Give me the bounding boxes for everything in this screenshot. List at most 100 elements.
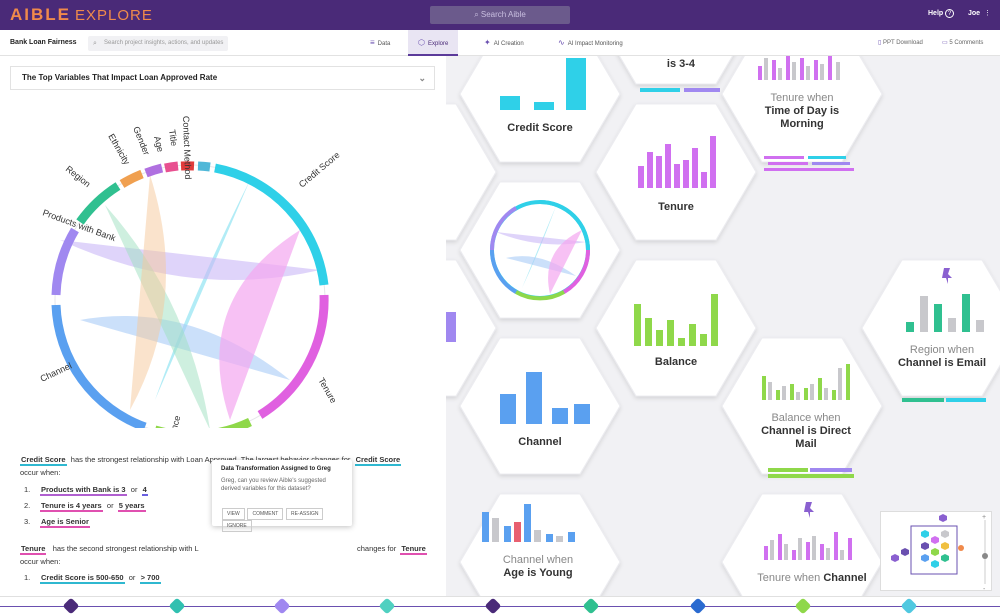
hex-title: Channel — [518, 436, 562, 448]
chord-label: Contact Method — [181, 116, 193, 180]
hex-subtitle: Channel when — [502, 554, 574, 566]
bar — [645, 318, 652, 346]
hex-subtitle: Region when — [909, 344, 975, 356]
ignore-button[interactable]: IGNORE — [222, 520, 252, 532]
hex-title: Tenure — [658, 201, 694, 213]
chord-label: Products with Bank — [41, 207, 117, 243]
list-item: 2. Tenure is 4 years or 5 years — [24, 499, 148, 512]
bar — [906, 322, 914, 332]
hex-title: is 3-4 — [666, 58, 696, 70]
global-search-input[interactable]: ⌕ Search Aible — [430, 6, 570, 24]
view-button[interactable]: VIEW — [222, 508, 245, 520]
timeline-node[interactable] — [582, 597, 600, 615]
minimap-viewport[interactable] — [910, 525, 958, 575]
reassign-button[interactable]: RE-ASSIGN — [285, 508, 324, 520]
legend-bar — [768, 162, 808, 165]
hexagon-map[interactable]: Credit Score Tenure Balance Channel Tenu… — [446, 56, 1000, 596]
timeline-node[interactable] — [900, 597, 918, 615]
timeline-node[interactable] — [378, 597, 396, 615]
condition-link[interactable]: Products with Bank is 3 — [40, 485, 127, 496]
bar — [838, 368, 842, 400]
chord-diagram[interactable]: Credit Score Tenure Balance Channel Prod… — [30, 108, 410, 428]
hex-tile-balance[interactable] — [595, 259, 757, 397]
tenure-link[interactable]: Tenure — [400, 544, 427, 555]
bar — [500, 394, 516, 424]
credit-score-link[interactable]: Credit Score — [354, 455, 402, 466]
tab-label: Data — [377, 41, 391, 47]
timeline-node[interactable] — [273, 597, 291, 615]
condition-link[interactable]: Tenure is 4 years — [40, 501, 103, 512]
tenure-bars — [638, 136, 716, 188]
zoom-in-icon[interactable]: + — [982, 514, 986, 521]
chord-mini — [489, 200, 591, 301]
tab-ai-impact-monitoring[interactable]: ∿ AI Impact Monitoring — [548, 30, 633, 56]
help-link[interactable]: Help — [928, 10, 944, 17]
hex-tile-chord-mini[interactable] — [459, 181, 621, 319]
bar — [846, 364, 850, 400]
user-name[interactable]: Joe — [968, 10, 981, 17]
tab-explore[interactable]: ⬡ Explore — [408, 30, 459, 56]
balance-bars — [634, 294, 718, 346]
logo[interactable]: AIBLE EXPLORE — [10, 5, 153, 25]
timeline-node[interactable] — [689, 597, 707, 615]
bar — [689, 324, 696, 346]
help-icon[interactable]: ? — [945, 9, 954, 18]
bar — [826, 548, 830, 560]
hex-tile-is-3-4[interactable] — [596, 56, 756, 85]
minimap[interactable]: + - — [880, 511, 992, 593]
timeline-node[interactable] — [484, 597, 502, 615]
condition-link[interactable]: Age is Senior — [40, 517, 90, 528]
hex-tile-channel-age-young[interactable] — [459, 493, 621, 596]
bar — [840, 550, 844, 560]
bar — [800, 58, 804, 80]
minimap-hex — [931, 560, 939, 568]
timeline-bar — [0, 596, 1000, 616]
question-dropdown[interactable]: The Top Variables That Impact Loan Appro… — [10, 66, 435, 90]
timeline-node[interactable] — [168, 597, 186, 615]
condition-link[interactable]: 5 years — [117, 501, 146, 512]
minimap-hex — [901, 548, 909, 556]
credit-score-link[interactable]: Credit Score — [20, 455, 67, 466]
bar — [798, 538, 802, 560]
bar — [786, 56, 790, 80]
minimap-marker — [958, 545, 964, 551]
tab-data[interactable]: ≡ Data — [360, 30, 400, 56]
legend-bar — [808, 156, 846, 159]
bar — [758, 66, 762, 80]
search-icon: ⌕ — [93, 40, 97, 47]
arc-products-with-bank — [51, 227, 79, 296]
hex-tile-partial-left[interactable] — [446, 103, 497, 241]
bar — [764, 546, 768, 560]
list-number: 1. — [24, 573, 31, 582]
tab-ai-creation[interactable]: ✦ AI Creation — [474, 30, 534, 56]
chord-label: Ethnicity — [106, 132, 132, 167]
bar — [500, 96, 520, 110]
user-menu-icon[interactable]: ⋮ — [984, 10, 991, 17]
condition-link[interactable]: 4 — [141, 485, 148, 496]
comment-button[interactable]: COMMENT — [247, 508, 284, 520]
tenure-link[interactable]: Tenure — [20, 544, 47, 555]
hex-tile-partial-left-2[interactable] — [446, 259, 497, 397]
legend-bar — [902, 398, 944, 402]
comments-button[interactable]: ▭ 5 Comments — [942, 30, 983, 56]
bar — [534, 102, 554, 110]
global-search-placeholder: Search Aible — [480, 10, 526, 19]
bar — [700, 334, 707, 346]
project-search-input[interactable]: ⌕ Search project insights, actions, and u… — [88, 36, 228, 51]
condition-link[interactable]: > 700 — [139, 573, 161, 584]
bar — [674, 164, 680, 188]
popup-actions: VIEW COMMENT RE-ASSIGN IGNORE — [222, 508, 352, 532]
insight-text-tail: changes for Tenure — [357, 542, 427, 555]
timeline-node[interactable] — [62, 597, 80, 615]
bar — [446, 312, 456, 342]
zoom-out-icon[interactable]: - — [983, 586, 986, 593]
zoom-handle[interactable] — [982, 553, 988, 559]
ppt-download-button[interactable]: ▯ PPT Download — [878, 30, 923, 56]
timeline-node[interactable] — [794, 597, 812, 615]
hex-tile-tenure-time-of-day[interactable] — [721, 56, 883, 163]
minimap-hex — [941, 554, 949, 562]
hex-tile-balance-direct-mail[interactable] — [721, 337, 883, 475]
condition-link[interactable]: Credit Score is 500-650 — [40, 573, 125, 584]
chord-label: Title — [167, 129, 179, 147]
